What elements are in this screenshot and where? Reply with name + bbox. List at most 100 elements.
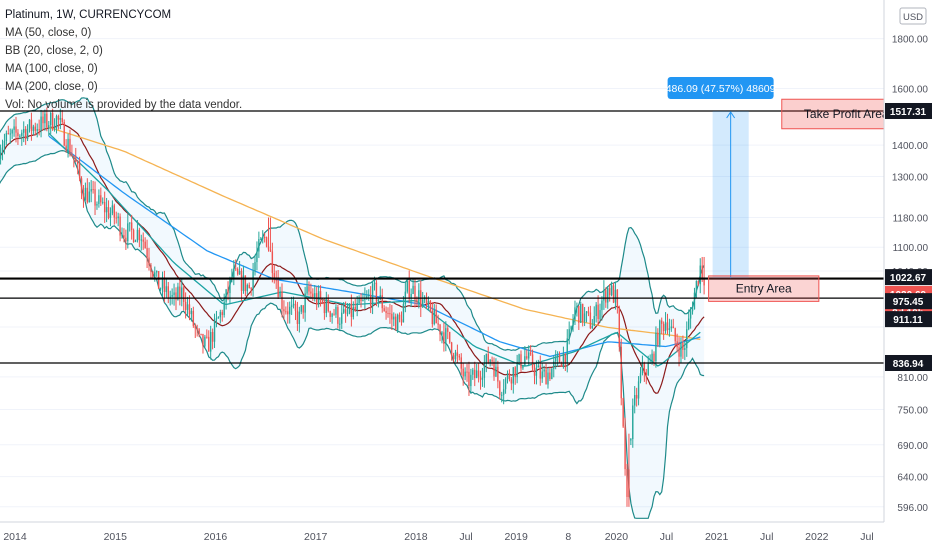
candle-body	[273, 273, 275, 281]
candle-body	[215, 318, 218, 320]
candle-body	[88, 191, 90, 203]
candle-body	[208, 336, 210, 352]
candle-body	[263, 236, 266, 238]
y-tick-label: 810.00	[897, 373, 928, 384]
candle-body	[260, 238, 262, 240]
candle-body	[445, 328, 447, 344]
candle-body	[400, 319, 403, 323]
candle-body	[161, 279, 164, 289]
candle-body	[28, 119, 31, 129]
candle-body	[202, 334, 204, 347]
candle-body	[287, 311, 289, 315]
candle-body	[298, 311, 301, 324]
measure-label-bg	[667, 76, 774, 99]
candle-body	[148, 257, 150, 266]
candle-body	[38, 129, 40, 131]
candle-body	[292, 303, 295, 306]
indicator-ma100[interactable]: MA (100, close, 0)	[5, 63, 98, 75]
indicator-bb[interactable]: BB (20, close, 2, 0)	[5, 45, 103, 57]
candle-body	[182, 287, 185, 302]
candle-body	[599, 310, 601, 320]
candle-body	[431, 310, 434, 325]
candle-body	[209, 332, 212, 352]
horizontal-levels[interactable]	[0, 110, 884, 364]
y-axis[interactable]: 1800.00 1600.00 1400.00 1300.00 1180.00 1100.…	[883, 0, 932, 550]
candle-body	[221, 312, 223, 316]
indicator-volume[interactable]: Vol: No volume is provided by the data v…	[5, 99, 243, 111]
candle-body	[499, 381, 501, 396]
candle-body	[703, 277, 705, 286]
candle-body	[528, 352, 530, 359]
candle-body	[90, 189, 92, 192]
candle-body	[506, 373, 509, 379]
candle-body	[443, 332, 445, 344]
candle-body	[21, 132, 23, 136]
candle-body	[637, 381, 640, 399]
candle-body	[107, 207, 110, 218]
candle-body	[34, 126, 36, 131]
candle-body	[626, 469, 628, 497]
indicator-ma200[interactable]: MA (200, close, 0)	[5, 81, 98, 93]
x-tick-label: 2016	[204, 531, 228, 543]
candle-body	[554, 357, 557, 362]
candle-body	[48, 125, 50, 128]
chart-legend: Platinum, 1W, CURRENCYCOM MA (50, close,…	[5, 6, 242, 114]
candle-body	[691, 309, 694, 312]
candle-body	[570, 326, 572, 330]
candle-body	[265, 237, 268, 247]
candle-body	[179, 286, 181, 298]
bb-upper	[0, 97, 705, 352]
y-tick-label: 1180.00	[893, 213, 929, 224]
candle-body	[687, 318, 690, 330]
candle-body	[427, 301, 430, 305]
candle-body	[502, 389, 505, 395]
candle-body	[40, 116, 42, 131]
candle-body	[448, 331, 451, 343]
candle-body	[331, 313, 333, 317]
candle-body	[458, 355, 461, 358]
y-tick-label: 1300.00	[892, 172, 929, 183]
candle-body	[169, 296, 171, 298]
candle-body	[595, 304, 597, 317]
x-axis[interactable]: 2014 2015 2016 2017 2018 Jul 2019 8 2020 Jul 2021 J…	[0, 521, 932, 550]
candle-body	[516, 361, 518, 378]
candle-body	[109, 213, 112, 218]
candle-body	[607, 288, 609, 303]
candle-body	[71, 154, 73, 156]
candle-body	[279, 291, 281, 297]
candle-body	[414, 285, 416, 300]
candle-body	[181, 287, 183, 298]
candle-body	[433, 309, 435, 325]
candle-body	[531, 354, 534, 369]
chart-title[interactable]: Platinum, 1W, CURRENCYCOM	[5, 9, 172, 21]
candle-body	[123, 235, 125, 238]
candle-body	[36, 129, 38, 131]
measure-arrowhead	[726, 111, 736, 119]
x-tick-label: 2018	[404, 531, 428, 543]
candle-body	[103, 201, 106, 213]
candle-body	[140, 239, 142, 241]
candle-body	[125, 237, 127, 242]
candle-body	[53, 128, 56, 130]
candle-body	[487, 353, 489, 364]
candle-body	[219, 312, 222, 318]
candle-body	[369, 295, 372, 307]
candle-body	[78, 163, 81, 179]
indicator-ma50[interactable]: MA (50, close, 0)	[5, 27, 92, 39]
candle-body	[468, 371, 470, 387]
candle-body	[662, 323, 665, 331]
candle-body	[75, 157, 77, 162]
candle-body	[9, 133, 11, 135]
candle-body	[425, 296, 428, 305]
candle-body	[377, 299, 380, 302]
candle-body	[464, 371, 466, 377]
candle-body	[549, 372, 551, 380]
candle-body	[11, 129, 13, 134]
candle-body	[466, 371, 468, 373]
candle-body	[539, 365, 541, 379]
candle-body	[416, 299, 418, 302]
candle-body	[678, 347, 680, 357]
candle-body	[491, 359, 493, 362]
candle-body	[312, 293, 314, 299]
